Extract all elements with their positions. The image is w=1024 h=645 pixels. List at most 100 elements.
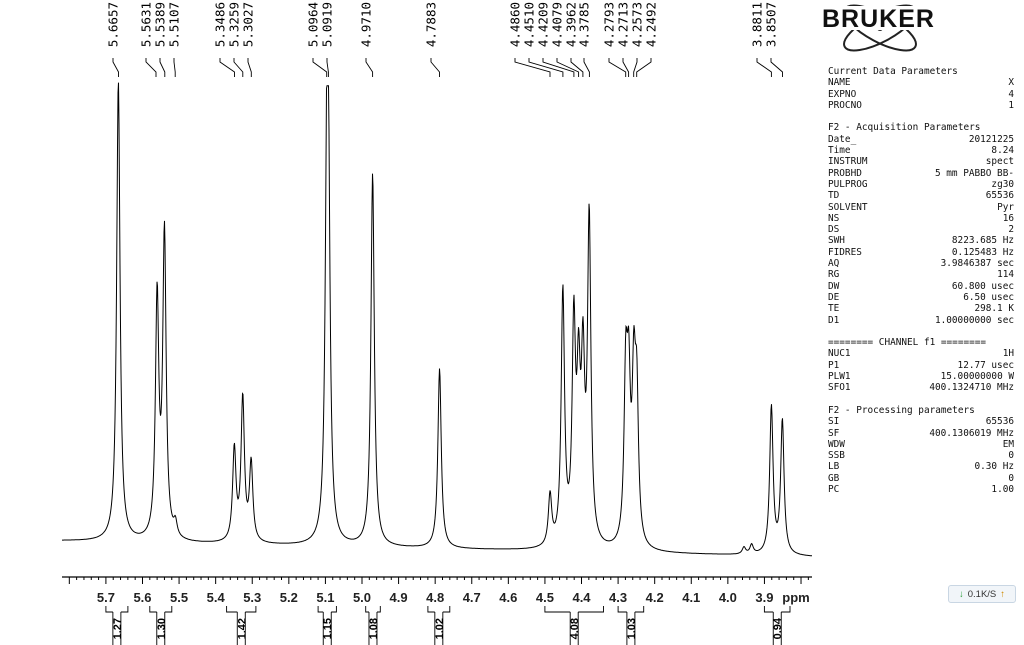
param-value: 400.1306019 MHz bbox=[929, 427, 1014, 439]
integral-bracket bbox=[226, 606, 257, 613]
integral-value: 0.94 bbox=[772, 617, 784, 639]
peak-label: 5.5389 bbox=[153, 2, 168, 47]
param-value: 1.00000000 sec bbox=[934, 314, 1014, 326]
integral-bracket bbox=[427, 606, 451, 613]
speed-text: 0.1K/S bbox=[967, 588, 997, 600]
peak-label: 4.4860 bbox=[508, 2, 523, 47]
peak-label: 4.9710 bbox=[359, 2, 374, 47]
section-title: F2 - Acquisition Parameters bbox=[828, 122, 981, 134]
param-key: PULPROG bbox=[828, 178, 868, 190]
x-tick-label: 5.3 bbox=[243, 590, 261, 605]
peak-label-connector bbox=[145, 58, 157, 77]
param-key: Time bbox=[828, 145, 851, 157]
section-title: F2 - Processing parameters bbox=[828, 404, 975, 416]
param-key: SI bbox=[828, 416, 840, 428]
spectrum-trace bbox=[62, 82, 812, 557]
param-key: SF bbox=[828, 427, 840, 439]
param-row: TD 65536 bbox=[828, 190, 1014, 201]
peak-label-connector bbox=[159, 58, 166, 77]
x-tick-label: 4.7 bbox=[463, 590, 481, 605]
processing-parameters: F2 - Processing parameters SI 65536 SF 400.… bbox=[828, 405, 1014, 495]
peak-label-connector bbox=[430, 58, 440, 77]
integral-value: 4.08 bbox=[569, 618, 581, 639]
peak-label-connector bbox=[556, 58, 580, 77]
param-row: PROBHD 5 mm PABBO BB- bbox=[828, 168, 1014, 179]
peak-label-connector bbox=[583, 58, 590, 77]
param-value: 298.1 K bbox=[974, 303, 1014, 315]
integral-bracket bbox=[317, 606, 337, 613]
param-key: AQ bbox=[828, 258, 840, 270]
param-key: PLW1 bbox=[828, 371, 851, 383]
param-value: 65536 bbox=[985, 416, 1014, 428]
peak-label-connector bbox=[247, 58, 252, 77]
param-key: LB bbox=[828, 461, 840, 473]
x-tick-label: 4.9 bbox=[390, 590, 408, 605]
param-row: DE 6.50 usec bbox=[828, 292, 1014, 303]
integral-bracket bbox=[617, 606, 645, 613]
param-value: 2 bbox=[1008, 224, 1014, 236]
peak-label-connector bbox=[219, 58, 235, 77]
param-key: TD bbox=[828, 190, 840, 202]
nmr-spectrum-chart: 5.7 5.6 5.5 5.4 5.3 5.2 5.1 5.0 4.9 4.8 4.7 4.6 4.5 4… bbox=[62, 2, 812, 645]
integral-value: 1.02 bbox=[434, 618, 446, 639]
param-key: PROCNO bbox=[828, 99, 862, 111]
peak-label: 4.2793 bbox=[602, 2, 617, 47]
param-row: NAME X bbox=[828, 77, 1014, 88]
param-row: TE 298.1 K bbox=[828, 303, 1014, 314]
peak-label: 4.4510 bbox=[522, 2, 537, 47]
param-row: D1 1.00000000 sec bbox=[828, 315, 1014, 326]
network-speed-indicator[interactable]: ↓ 0.1K/S ↑ bbox=[948, 585, 1016, 603]
param-row: SSB 0 bbox=[828, 450, 1014, 461]
param-value: 0.125483 Hz bbox=[951, 246, 1014, 258]
param-row: GB 0 bbox=[828, 473, 1014, 484]
x-tick-label: 4.4 bbox=[572, 590, 591, 605]
param-key: D1 bbox=[828, 314, 840, 326]
integral-value: 1.03 bbox=[626, 618, 638, 639]
x-tick-label: 4.5 bbox=[536, 590, 554, 605]
peak-label-connector bbox=[528, 58, 564, 77]
param-row: WDW EM bbox=[828, 439, 1014, 450]
param-row: EXPNO 4 bbox=[828, 89, 1014, 100]
peak-label: 5.0964 bbox=[306, 2, 321, 47]
bruker-logo: BRUKER bbox=[820, 4, 972, 52]
peak-label: 4.2492 bbox=[644, 2, 659, 47]
peak-label: 5.3259 bbox=[227, 2, 242, 47]
peak-label: 3.8507 bbox=[764, 2, 779, 47]
peak-label-connector bbox=[365, 58, 374, 77]
param-key: NAME bbox=[828, 77, 851, 89]
peak-label-connector bbox=[112, 58, 119, 77]
peak-label: 4.2713 bbox=[616, 2, 631, 47]
param-value: 15.00000000 W bbox=[940, 371, 1014, 383]
upload-arrow-icon: ↑ bbox=[1000, 588, 1006, 600]
param-row: NUC1 1H bbox=[828, 348, 1014, 359]
param-key: NS bbox=[828, 212, 840, 224]
peak-label: 5.5107 bbox=[167, 2, 182, 47]
param-key: DS bbox=[828, 224, 840, 236]
peak-label-connector bbox=[312, 58, 328, 77]
peak-label: 5.5631 bbox=[139, 2, 154, 47]
x-tick-label: 4.2 bbox=[646, 590, 664, 605]
param-value: 65536 bbox=[985, 190, 1014, 202]
section-title: Current Data Parameters bbox=[828, 66, 958, 77]
param-row: Date_ 20121225 bbox=[828, 134, 1014, 145]
acquisition-parameters: F2 - Acquisition Parameters Date_ 2012122… bbox=[828, 122, 1014, 325]
integral-value: 1.30 bbox=[156, 618, 168, 639]
param-key: PC bbox=[828, 483, 840, 495]
peak-label: 5.3027 bbox=[241, 2, 256, 47]
param-key: SOLVENT bbox=[828, 201, 868, 213]
param-row: Time 8.24 bbox=[828, 145, 1014, 156]
x-axis-label: ppm bbox=[782, 590, 809, 605]
peak-label: 4.3785 bbox=[577, 2, 592, 47]
x-tick-label: 4.8 bbox=[426, 590, 444, 605]
param-row: SOLVENT Pyr bbox=[828, 202, 1014, 213]
param-row: LB 0.30 Hz bbox=[828, 461, 1014, 472]
peak-label-connector bbox=[756, 58, 772, 77]
integral-value: 1.42 bbox=[236, 618, 248, 639]
param-value: 0 bbox=[1008, 472, 1014, 484]
svg-text:BRUKER: BRUKER bbox=[822, 5, 935, 33]
param-row: DW 60.800 usec bbox=[828, 281, 1014, 292]
integral-bracket bbox=[763, 606, 791, 613]
param-row: AQ 3.9846387 sec bbox=[828, 258, 1014, 269]
param-key: NUC1 bbox=[828, 348, 851, 360]
param-row: SWH 8223.685 Hz bbox=[828, 235, 1014, 246]
